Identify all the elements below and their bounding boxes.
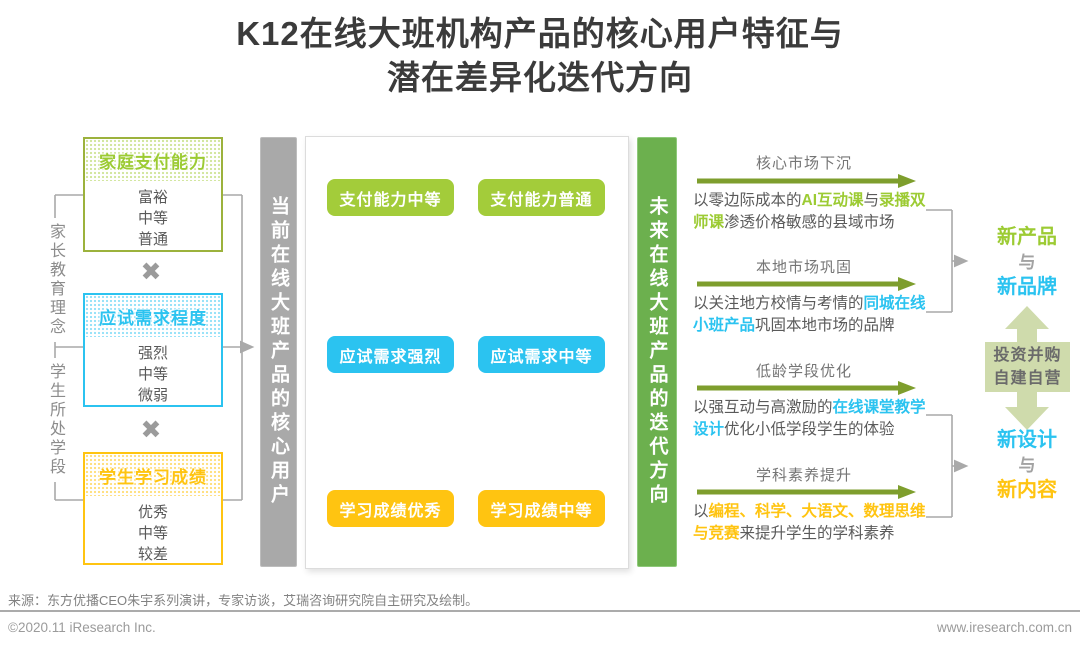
factor-box-payment-title: 家庭支付能力 xyxy=(85,139,221,181)
highlighted-term: 在线课堂教学设计 xyxy=(693,399,926,438)
factor-box-exam-need-title: 应试需求程度 xyxy=(85,295,221,337)
highlighted-term: 录播双师课 xyxy=(693,192,926,231)
direction-body-literacy: 以编程、科学、大语文、数理思维与竞赛来提升学生的学科素养 xyxy=(693,501,941,545)
outcome-line: 新设计 xyxy=(997,429,1057,451)
factor-item: 中等 xyxy=(137,210,168,227)
factor-box-grades-title: 学生学习成绩 xyxy=(85,454,221,496)
factor-item: 较差 xyxy=(137,546,168,563)
direction-body-market-sinking: 以零边际成本的AI互动课与录播双师课渗透价格敏感的县域市场 xyxy=(693,190,941,234)
current-core-users-bar: 当前在线大班产品的核心用户 xyxy=(260,137,297,567)
multiply-icon: ✖ xyxy=(140,416,162,444)
outcome-line: 与 xyxy=(1018,456,1036,475)
factor-item: 富裕 xyxy=(137,189,168,206)
multiply-icon: ✖ xyxy=(140,258,162,286)
outcome-line: 与 xyxy=(1018,253,1036,272)
highlighted-term: 编程、科学、大语文、数理思维与竞赛 xyxy=(693,503,926,542)
factor-item: 微弱 xyxy=(137,387,168,404)
matrix-node-exam-medium: 应试需求中等 xyxy=(478,336,605,373)
exchange-strategy-box: 投资并购 自建自营 xyxy=(985,342,1070,392)
body-text: 以 xyxy=(693,503,709,520)
body-text: 优化小低学段学生的体验 xyxy=(724,421,895,438)
body-text: 巩固本地市场的品牌 xyxy=(755,317,895,334)
matrix-node-exam-strong: 应试需求强烈 xyxy=(327,336,454,373)
body-text: 渗透价格敏感的县域市场 xyxy=(724,214,895,231)
factor-box-payment-items: 富裕 中等 普通 xyxy=(85,181,221,250)
factor-item: 中等 xyxy=(137,525,168,542)
outcome-line: 新内容 xyxy=(997,479,1057,501)
matrix-node-grades-medium: 学习成绩中等 xyxy=(478,490,605,527)
factor-box-payment: 家庭支付能力 富裕 中等 普通 xyxy=(83,137,223,252)
factor-box-grades: 学生学习成绩 优秀 中等 较差 xyxy=(83,452,223,565)
highlighted-term: 同城在线小班产品 xyxy=(693,295,926,334)
direction-label-market-sinking: 核心市场下沉 xyxy=(755,155,852,172)
body-text: 以关注地方校情与考情的 xyxy=(693,295,864,312)
direction-label-young-learners: 低龄学段优化 xyxy=(755,363,852,380)
page-title-line2: 潜在差异化迭代方向 xyxy=(387,58,693,96)
exchange-line: 投资并购 xyxy=(993,347,1062,364)
axis-label-parent-philosophy: 家长教育理念 xyxy=(43,218,67,342)
matrix-node-payment-ordinary: 支付能力普通 xyxy=(478,179,605,216)
factor-box-exam-need: 应试需求程度 强烈 中等 微弱 xyxy=(83,293,223,407)
website-text: www.iresearch.com.cn xyxy=(936,620,1072,635)
direction-body-young-learners: 以强互动与高激励的在线课堂教学设计优化小低学段学生的体验 xyxy=(693,397,941,441)
future-iteration-bar: 未来在线大班产品的迭代方向 xyxy=(637,137,677,567)
copyright-text: ©2020.11 iResearch Inc. xyxy=(8,620,156,635)
outcome-new-design-content: 新设计 与 新内容 xyxy=(983,428,1071,503)
source-note: 来源：东方优播CEO朱宇系列演讲，专家访谈，艾瑞咨询研究院自主研究及绘制。 xyxy=(8,593,479,608)
direction-label-literacy: 学科素养提升 xyxy=(755,467,852,484)
body-text: 以强互动与高激励的 xyxy=(693,399,833,416)
page-title-line1: K12在线大班机构产品的核心用户特征与 xyxy=(236,15,844,52)
highlighted-term: AI互动课 xyxy=(801,192,864,209)
matrix-node-payment-medium: 支付能力中等 xyxy=(327,179,454,216)
body-text: 以零边际成本的 xyxy=(693,192,802,209)
exchange-line: 自建自营 xyxy=(993,370,1062,387)
factor-item: 强烈 xyxy=(137,345,168,362)
axis-label-student-stage: 学生所处学段 xyxy=(43,358,67,482)
body-text: 与 xyxy=(863,192,880,209)
body-text: 来提升学生的学科素养 xyxy=(739,525,895,542)
direction-body-local-market: 以关注地方校情与考情的同城在线小班产品巩固本地市场的品牌 xyxy=(693,293,941,337)
footer-divider xyxy=(0,610,1080,612)
page-title: K12在线大班机构产品的核心用户特征与 潜在差异化迭代方向 xyxy=(0,12,1080,99)
factor-box-grades-items: 优秀 中等 较差 xyxy=(85,496,221,565)
direction-label-local-market: 本地市场巩固 xyxy=(755,259,852,276)
factor-box-exam-need-items: 强烈 中等 微弱 xyxy=(85,337,221,406)
outcome-line: 新品牌 xyxy=(997,276,1057,298)
outcome-line: 新产品 xyxy=(997,226,1057,248)
matrix-node-grades-excellent: 学习成绩优秀 xyxy=(327,490,454,527)
factor-item: 普通 xyxy=(137,231,168,248)
outcome-new-product-brand: 新产品 与 新品牌 xyxy=(983,225,1071,300)
factor-item: 优秀 xyxy=(137,504,168,521)
factor-item: 中等 xyxy=(137,366,168,383)
